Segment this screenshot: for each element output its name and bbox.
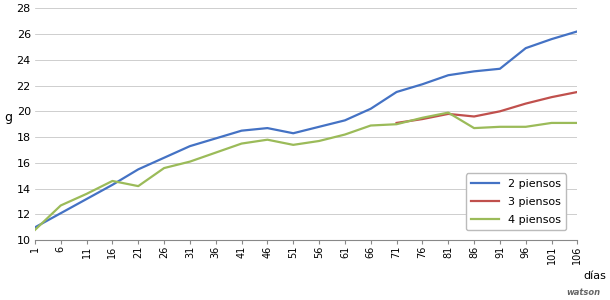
2 piensos [31,226,38,229]
4 piensos [212,151,220,154]
4 piensos [264,138,271,142]
4 piensos [470,126,478,130]
4 piensos [367,124,375,127]
3 piensos [522,102,529,105]
4 piensos [418,116,426,120]
4 piensos [238,142,245,146]
Line: 2 piensos: 2 piensos [35,32,578,227]
2 piensos [290,131,297,135]
2 piensos [574,30,581,33]
Line: 4 piensos: 4 piensos [35,112,578,230]
2 piensos [186,144,193,148]
2 piensos [393,90,400,94]
4 piensos [186,160,193,164]
2 piensos [264,126,271,130]
Legend: 2 piensos, 3 piensos, 4 piensos: 2 piensos, 3 piensos, 4 piensos [465,173,567,230]
3 piensos [548,95,555,99]
2 piensos [470,70,478,73]
4 piensos [109,179,116,183]
2 piensos [83,197,90,201]
2 piensos [445,74,452,77]
2 piensos [367,107,375,110]
2 piensos [109,183,116,187]
2 piensos [315,125,323,129]
Line: 3 piensos: 3 piensos [396,92,578,123]
3 piensos [418,117,426,121]
2 piensos [160,156,168,160]
4 piensos [522,125,529,129]
4 piensos [548,121,555,125]
4 piensos [315,139,323,143]
4 piensos [341,133,348,136]
2 piensos [341,118,348,122]
4 piensos [57,204,65,207]
4 piensos [83,192,90,196]
4 piensos [135,184,142,188]
3 piensos [470,115,478,118]
Y-axis label: g: g [4,111,12,124]
2 piensos [418,82,426,86]
3 piensos [574,90,581,94]
3 piensos [497,110,504,113]
4 piensos [393,122,400,126]
Text: watson: watson [567,288,601,297]
4 piensos [160,166,168,170]
4 piensos [31,228,38,232]
4 piensos [290,143,297,147]
4 piensos [497,125,504,129]
2 piensos [212,136,220,140]
Text: días: días [583,271,606,281]
2 piensos [548,37,555,41]
2 piensos [497,67,504,70]
4 piensos [445,111,452,114]
4 piensos [574,121,581,125]
3 piensos [445,112,452,116]
3 piensos [393,121,400,125]
2 piensos [57,212,65,215]
2 piensos [135,168,142,171]
2 piensos [522,46,529,50]
2 piensos [238,129,245,133]
